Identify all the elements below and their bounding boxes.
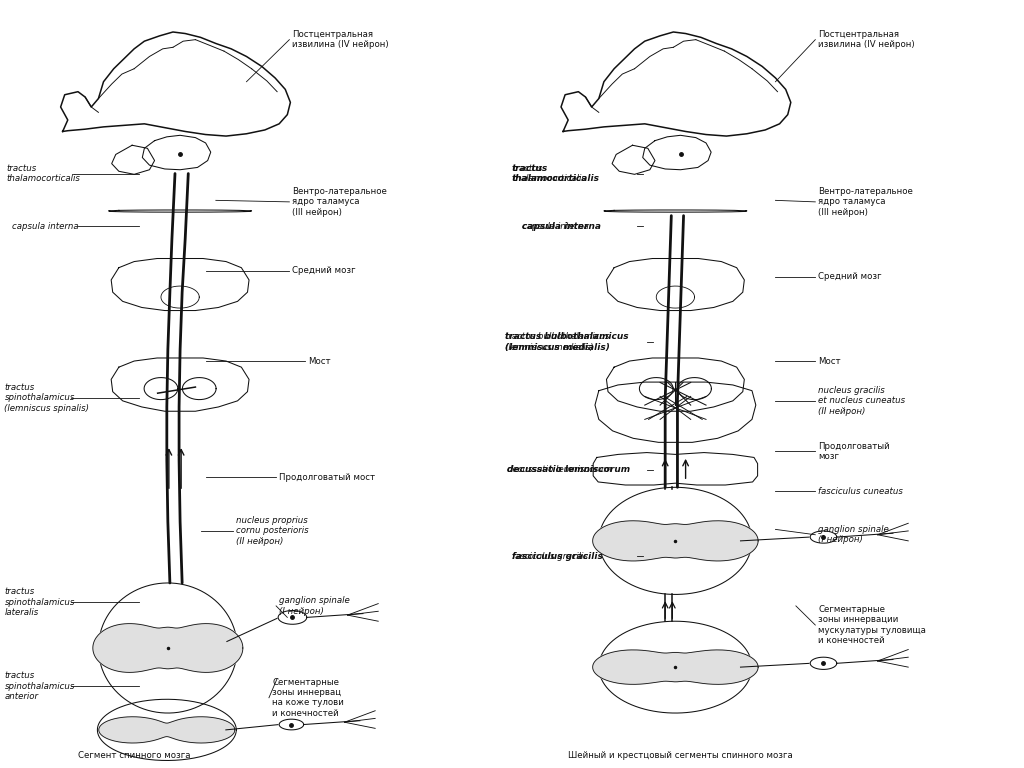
- Polygon shape: [593, 521, 758, 561]
- Text: tractus
spinothalamicus
lateralis: tractus spinothalamicus lateralis: [4, 588, 75, 617]
- Text: Постцентральная
извилина (IV нейрон): Постцентральная извилина (IV нейрон): [818, 30, 915, 49]
- Polygon shape: [639, 378, 673, 399]
- Text: Вентро-латеральное
ядро таламуса
(III нейрон): Вентро-латеральное ядро таламуса (III не…: [293, 187, 387, 217]
- Text: nucleus proprius
cornu posterioris
(II нейрон): nucleus proprius cornu posterioris (II н…: [237, 516, 309, 546]
- Polygon shape: [109, 210, 252, 212]
- Text: fasciculus gracilis: fasciculus gracilis: [512, 551, 588, 561]
- Text: Постцентральная
извилина (IV нейрон): Постцентральная извилина (IV нейрон): [293, 30, 389, 49]
- Polygon shape: [604, 210, 746, 212]
- Polygon shape: [112, 358, 249, 411]
- Polygon shape: [60, 32, 291, 136]
- Text: Мост: Мост: [308, 356, 331, 366]
- Polygon shape: [279, 611, 307, 624]
- Polygon shape: [97, 700, 237, 760]
- Text: Сегментарные
зоны иннервации
мускулатуры туловища
и конечностей: Сегментарные зоны иннервации мускулатуры…: [818, 605, 927, 645]
- Text: tractus
thalamocorticalis: tractus thalamocorticalis: [512, 164, 586, 184]
- Text: Сегмент спинного мозга: Сегмент спинного мозга: [78, 752, 190, 760]
- Polygon shape: [182, 378, 216, 399]
- Text: tractus
spinothalamicus
(lemniscus spinalis): tractus spinothalamicus (lemniscus spina…: [4, 383, 89, 412]
- Text: tractus bulbothalamicus
(lemniscus medialis): tractus bulbothalamicus (lemniscus media…: [505, 333, 609, 352]
- Polygon shape: [599, 488, 752, 594]
- Polygon shape: [98, 717, 234, 743]
- Text: fasciculus gracilis: fasciculus gracilis: [512, 551, 603, 561]
- Polygon shape: [595, 382, 756, 442]
- Text: ganglion spinale
(I нейрон): ganglion spinale (I нейрон): [818, 525, 889, 545]
- Text: tractus
spinothalamicus
anterior: tractus spinothalamicus anterior: [4, 671, 75, 701]
- Polygon shape: [93, 624, 243, 673]
- Polygon shape: [656, 286, 694, 308]
- Polygon shape: [593, 650, 758, 684]
- Text: Сегментарные
зоны иннервац
на коже тулови
и конечностей: Сегментарные зоны иннервац на коже тулов…: [272, 677, 344, 718]
- Polygon shape: [599, 621, 752, 713]
- Text: Мост: Мост: [818, 356, 841, 366]
- Text: Средний мозг: Средний мозг: [818, 273, 882, 281]
- Text: capsula interna: capsula interna: [522, 222, 601, 231]
- Text: capsula interna: capsula interna: [11, 222, 78, 231]
- Polygon shape: [678, 378, 712, 399]
- Polygon shape: [810, 531, 837, 543]
- Polygon shape: [810, 657, 837, 670]
- Polygon shape: [593, 452, 758, 485]
- Text: Вентро-латеральное
ядро таламуса
(III нейрон): Вентро-латеральное ядро таламуса (III не…: [818, 187, 913, 217]
- Polygon shape: [161, 286, 200, 308]
- Text: nucleus gracilis
et nucleus cuneatus
(II нейрон): nucleus gracilis et nucleus cuneatus (II…: [818, 386, 905, 415]
- Text: fasciculus cuneatus: fasciculus cuneatus: [818, 487, 903, 495]
- Text: Продолговатый
мозг: Продолговатый мозг: [818, 442, 890, 461]
- Text: Средний мозг: Средний мозг: [293, 266, 356, 275]
- Text: capsula interna: capsula interna: [522, 222, 589, 231]
- Text: tractus bulbothalamicus
(lemniscus medialis): tractus bulbothalamicus (lemniscus media…: [505, 333, 629, 352]
- Polygon shape: [561, 32, 791, 136]
- Polygon shape: [112, 259, 249, 310]
- Text: Продолговатый мост: Продолговатый мост: [280, 473, 375, 482]
- Text: Шейный и крестцовый сегменты спинного мозга: Шейный и крестцовый сегменты спинного мо…: [568, 752, 793, 760]
- Polygon shape: [606, 358, 744, 411]
- Text: tractus
thalamocorticalis: tractus thalamocorticalis: [6, 164, 80, 184]
- Polygon shape: [280, 719, 304, 730]
- Text: decussatio lemniscorum: decussatio lemniscorum: [507, 465, 630, 474]
- Polygon shape: [606, 259, 744, 310]
- Polygon shape: [112, 145, 155, 174]
- Polygon shape: [98, 583, 238, 713]
- Text: ganglion spinale
(I нейрон): ganglion spinale (I нейрон): [280, 596, 350, 616]
- Text: tractus
thalamocorticalis: tractus thalamocorticalis: [512, 164, 600, 184]
- Text: decussatio lemniscorum: decussatio lemniscorum: [507, 465, 611, 474]
- Polygon shape: [144, 378, 178, 399]
- Polygon shape: [612, 145, 655, 174]
- Polygon shape: [643, 135, 711, 170]
- Polygon shape: [142, 135, 211, 170]
